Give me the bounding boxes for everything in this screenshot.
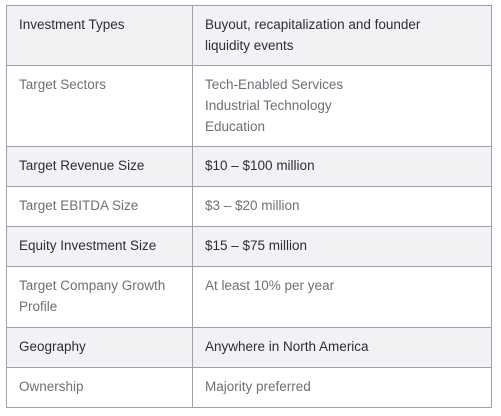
criteria-value: Anywhere in North America	[192, 327, 492, 368]
criteria-value: $3 – $20 million	[192, 186, 492, 227]
table-row: Target Company Growth Profile At least 1…	[6, 266, 492, 328]
criteria-value: Majority preferred	[192, 367, 492, 408]
criteria-label: Target Revenue Size	[6, 146, 193, 187]
table-row: Target Revenue Size $10 – $100 million	[6, 146, 492, 187]
criteria-label: Target EBITDA Size	[6, 186, 193, 227]
value-line: Majority preferred	[205, 379, 311, 394]
criteria-value: At least 10% per year	[192, 266, 492, 328]
criteria-label: Geography	[6, 327, 193, 368]
investment-criteria-table: Investment Types Buyout, recapitalizatio…	[6, 5, 492, 408]
table-row: Target Sectors Tech-Enabled Services Ind…	[6, 65, 492, 147]
criteria-value: Buyout, recapitalization and founder liq…	[192, 5, 492, 66]
value-line: $15 – $75 million	[205, 238, 308, 253]
value-line: Tech-Enabled Services	[205, 77, 344, 92]
value-line: At least 10% per year	[205, 278, 335, 293]
table-row: Equity Investment Size $15 – $75 million	[6, 226, 492, 267]
value-line: Industrial Technology	[205, 98, 332, 113]
criteria-value: $10 – $100 million	[192, 146, 492, 187]
criteria-label: Equity Investment Size	[6, 226, 193, 267]
table-row: Geography Anywhere in North America	[6, 327, 492, 368]
criteria-label: Ownership	[6, 367, 193, 408]
table-row: Investment Types Buyout, recapitalizatio…	[6, 5, 492, 66]
criteria-label: Target Company Growth Profile	[6, 266, 193, 328]
value-line: liquidity events	[205, 38, 294, 53]
criteria-label: Investment Types	[6, 5, 193, 66]
criteria-value: Tech-Enabled Services Industrial Technol…	[192, 65, 492, 147]
value-line: Education	[205, 119, 266, 134]
value-line: Anywhere in North America	[205, 339, 369, 354]
value-line: $3 – $20 million	[205, 198, 300, 213]
value-line: $10 – $100 million	[205, 158, 315, 173]
criteria-value: $15 – $75 million	[192, 226, 492, 267]
value-line: Buyout, recapitalization and founder	[205, 17, 421, 32]
table-row: Target EBITDA Size $3 – $20 million	[6, 186, 492, 227]
criteria-label: Target Sectors	[6, 65, 193, 147]
table-row: Ownership Majority preferred	[6, 367, 492, 408]
